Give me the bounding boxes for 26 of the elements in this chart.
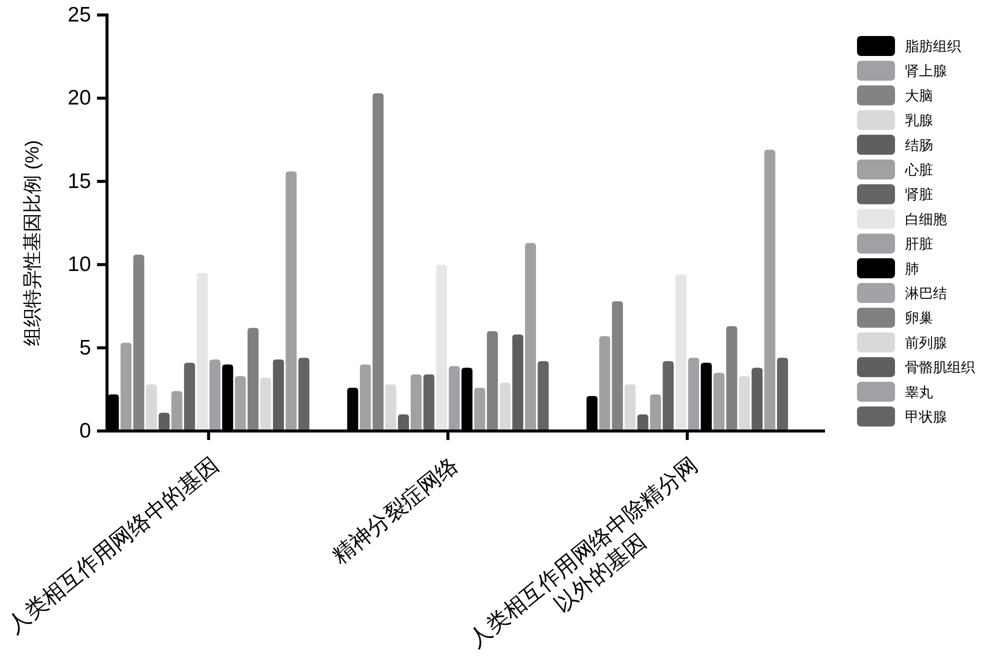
legend-label: 心脏	[905, 162, 933, 178]
x-tick-label: 人类相互作用网络中除精分网 以外的基因	[464, 452, 702, 652]
legend-label: 肝脏	[905, 236, 933, 252]
y-tick-label: 25	[68, 4, 91, 26]
y-tick-label: 0	[79, 420, 91, 442]
legend-label: 前列腺	[905, 334, 947, 350]
y-tick-label: 10	[68, 253, 91, 276]
y-tick-label: 15	[68, 170, 91, 193]
legend-label: 结肠	[905, 136, 933, 153]
y-tick-label: 5	[79, 336, 91, 360]
legend-label: 白细胞	[905, 210, 947, 227]
legend-label: 肺	[905, 260, 919, 276]
legend-label: 大脑	[905, 87, 933, 104]
legend-label: 淋巴结	[905, 285, 947, 301]
legend-label: 睾丸	[905, 384, 933, 400]
y-tick-label: 20	[68, 86, 91, 110]
legend-label: 卵巢	[905, 310, 933, 326]
x-tick-label: 精神分裂症网络	[327, 452, 463, 569]
legend-label: 肾上腺	[905, 62, 947, 79]
x-tick-label: 人类相互作用网络中的基因	[2, 452, 224, 638]
legend-label: 脂肪组织	[905, 38, 961, 54]
legend-label: 骨骼肌组织	[905, 359, 975, 376]
y-axis-title: 组织特异性基因比例 (%)	[22, 140, 44, 346]
legend-label: 肾脏	[905, 186, 933, 202]
legend-label: 甲状腺	[905, 408, 947, 424]
legend-label: 乳腺	[905, 112, 933, 128]
